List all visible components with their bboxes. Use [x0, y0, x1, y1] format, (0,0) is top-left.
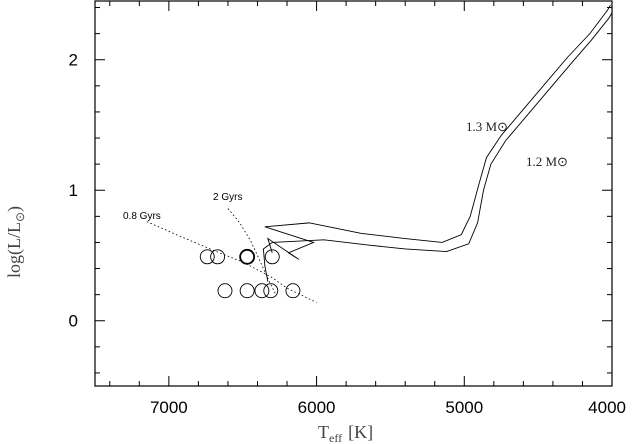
plot-frame	[94, 0, 613, 387]
isochrone-label: 0.8 Gyrs	[123, 211, 161, 222]
star-marker	[217, 283, 233, 299]
isochrone-line-1	[227, 208, 276, 294]
star-marker	[199, 249, 215, 265]
star-marker	[285, 283, 301, 299]
x-axis-label: Teff [K]	[318, 422, 373, 444]
star-marker	[239, 248, 256, 265]
star-marker	[264, 249, 280, 265]
y-tick-label: 1	[69, 181, 78, 200]
star-marker	[210, 249, 226, 265]
y-tick-label: 0	[69, 312, 78, 331]
y-axis-label: log(L/L⊙)	[4, 206, 27, 278]
star-marker	[254, 283, 270, 299]
x-tick-label: 4000	[588, 398, 626, 417]
track-label: 1.2 M⊙	[526, 154, 568, 169]
axis-ticks	[95, 1, 613, 386]
star-markers	[199, 248, 301, 299]
x-tick-label: 7000	[150, 398, 188, 417]
track-label: 1.3 M⊙	[466, 119, 508, 134]
tick-labels: 7000 6000 5000 4000 0 1 2	[69, 51, 626, 417]
isochrone-label: 2 Gyrs	[213, 192, 242, 203]
star-marker	[239, 283, 255, 299]
series-labels: 1.3 M⊙ 1.2 M⊙ 0.8 Gyrs 2 Gyrs	[123, 119, 568, 222]
track-line-1p3	[264, 4, 611, 260]
y-tick-label: 2	[69, 51, 78, 70]
star-marker	[263, 283, 279, 299]
x-tick-label: 6000	[298, 398, 336, 417]
track-line-1p2	[262, 12, 613, 282]
x-tick-label: 5000	[445, 398, 483, 417]
